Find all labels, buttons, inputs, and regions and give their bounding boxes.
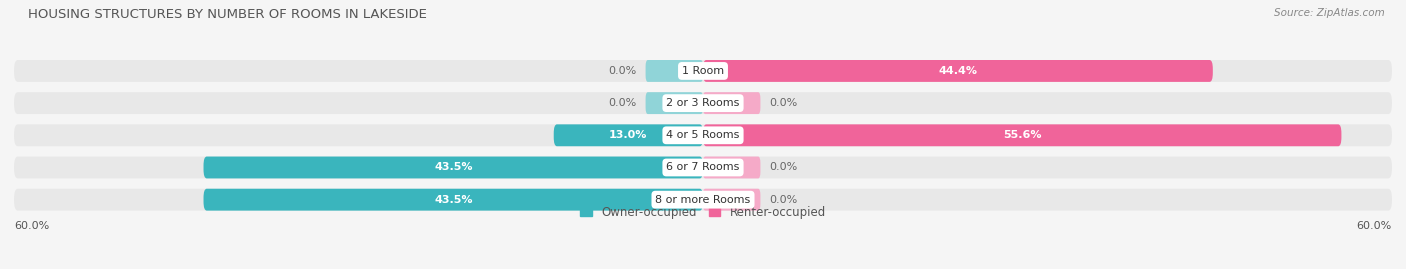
- Text: 6 or 7 Rooms: 6 or 7 Rooms: [666, 162, 740, 172]
- Text: 0.0%: 0.0%: [769, 98, 797, 108]
- FancyBboxPatch shape: [703, 157, 761, 178]
- Text: 60.0%: 60.0%: [14, 221, 49, 231]
- FancyBboxPatch shape: [14, 157, 1392, 178]
- Text: 44.4%: 44.4%: [938, 66, 977, 76]
- Text: 55.6%: 55.6%: [1002, 130, 1042, 140]
- FancyBboxPatch shape: [14, 124, 1392, 146]
- Text: Source: ZipAtlas.com: Source: ZipAtlas.com: [1274, 8, 1385, 18]
- FancyBboxPatch shape: [703, 60, 1213, 82]
- Text: 43.5%: 43.5%: [434, 162, 472, 172]
- FancyBboxPatch shape: [554, 124, 703, 146]
- Legend: Owner-occupied, Renter-occupied: Owner-occupied, Renter-occupied: [575, 201, 831, 223]
- FancyBboxPatch shape: [703, 124, 1341, 146]
- FancyBboxPatch shape: [14, 60, 1392, 82]
- Text: 0.0%: 0.0%: [609, 98, 637, 108]
- FancyBboxPatch shape: [645, 60, 703, 82]
- Text: HOUSING STRUCTURES BY NUMBER OF ROOMS IN LAKESIDE: HOUSING STRUCTURES BY NUMBER OF ROOMS IN…: [28, 8, 427, 21]
- FancyBboxPatch shape: [14, 189, 1392, 211]
- Text: 4 or 5 Rooms: 4 or 5 Rooms: [666, 130, 740, 140]
- Text: 0.0%: 0.0%: [609, 66, 637, 76]
- Text: 0.0%: 0.0%: [769, 162, 797, 172]
- FancyBboxPatch shape: [14, 92, 1392, 114]
- Text: 13.0%: 13.0%: [609, 130, 648, 140]
- FancyBboxPatch shape: [703, 92, 761, 114]
- Text: 1 Room: 1 Room: [682, 66, 724, 76]
- Text: 8 or more Rooms: 8 or more Rooms: [655, 195, 751, 205]
- FancyBboxPatch shape: [703, 189, 761, 211]
- FancyBboxPatch shape: [204, 157, 703, 178]
- Text: 0.0%: 0.0%: [769, 195, 797, 205]
- FancyBboxPatch shape: [204, 189, 703, 211]
- FancyBboxPatch shape: [645, 92, 703, 114]
- Text: 2 or 3 Rooms: 2 or 3 Rooms: [666, 98, 740, 108]
- Text: 43.5%: 43.5%: [434, 195, 472, 205]
- Text: 60.0%: 60.0%: [1357, 221, 1392, 231]
